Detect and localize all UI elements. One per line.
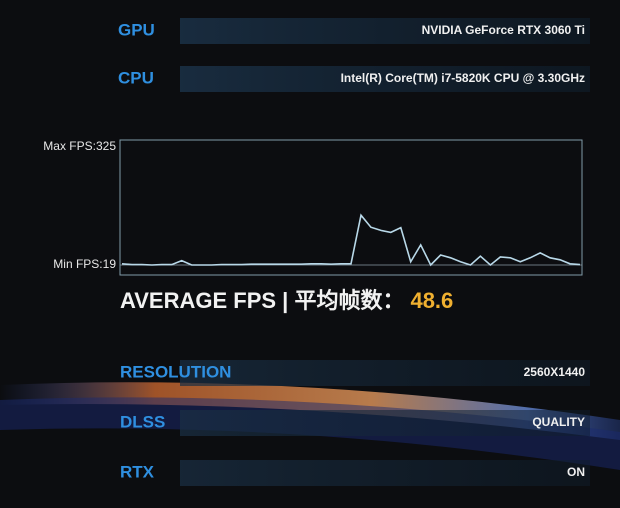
- average-label: AVERAGE FPS | 平均帧数：: [120, 288, 404, 313]
- chart-frame: [119, 139, 583, 276]
- min-fps: Min FPS:19: [53, 257, 116, 271]
- gpu-label: GPU: [118, 20, 155, 39]
- row-bg: [180, 410, 590, 436]
- max-label: Max FPS:: [43, 139, 96, 153]
- cpu-value: Intel(R) Core(TM) i7-5820K CPU @ 3.30GHz: [341, 71, 585, 85]
- cpu-label: CPU: [118, 68, 154, 87]
- average-value: 48.6: [410, 288, 453, 313]
- setting-value: ON: [567, 465, 585, 479]
- row-bg: [180, 460, 590, 486]
- row-bg: [180, 66, 590, 92]
- max-fps: Max FPS:325: [43, 139, 116, 153]
- row-bg: [180, 18, 590, 44]
- row-bg: [180, 360, 590, 386]
- min-label: Min FPS:: [53, 257, 102, 271]
- setting-label: RESOLUTION: [120, 362, 231, 381]
- gpu-value: NVIDIA GeForce RTX 3060 Ti: [422, 23, 585, 37]
- setting-label: RTX: [120, 462, 155, 481]
- fps-line: [121, 213, 581, 267]
- settings: RESOLUTION 2560X1440 DLSS QUALITY RTX ON: [120, 360, 590, 486]
- min-value: 19: [103, 257, 117, 271]
- setting-value: QUALITY: [532, 415, 585, 429]
- max-value: 325: [96, 139, 116, 153]
- fps-plot: [120, 213, 582, 267]
- setting-label: DLSS: [120, 412, 165, 431]
- average: AVERAGE FPS | 平均帧数： 48.6: [120, 288, 453, 313]
- setting-value: 2560X1440: [524, 365, 586, 379]
- glow-band: [0, 382, 620, 440]
